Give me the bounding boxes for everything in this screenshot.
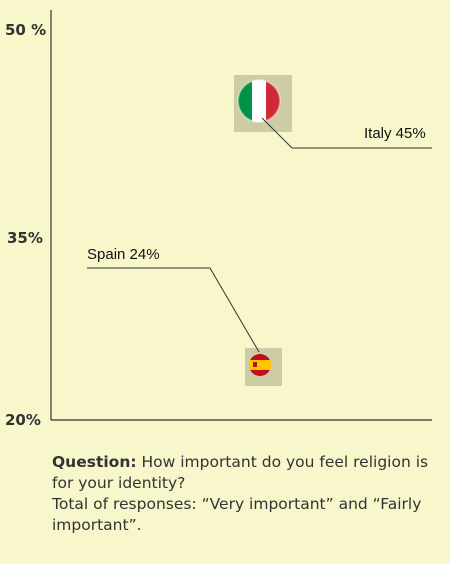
italy-flag-icon [237,79,281,123]
spain-leader-line [87,267,260,353]
data-point-italy [234,75,292,132]
total-responses-text: Total of responses: “Very important” and… [52,495,422,534]
question-text: How important do you feel religion is fo… [52,453,429,492]
y-tick-label-35: 35% [7,229,43,247]
spain-flag-icon [249,354,271,376]
spain-value-label: Spain 24% [87,246,160,263]
italy-leader-line [261,117,432,149]
chart: 50 % 35% 20% Italy 45% S [5,10,432,429]
question-label: Question: [52,453,137,471]
y-tick-label-50: 50 % [5,21,46,39]
data-point-spain [245,348,282,386]
y-tick-label-20: 20% [5,411,41,429]
chart-caption: Question: How important do you feel reli… [52,452,432,536]
italy-value-label: Italy 45% [364,125,426,142]
